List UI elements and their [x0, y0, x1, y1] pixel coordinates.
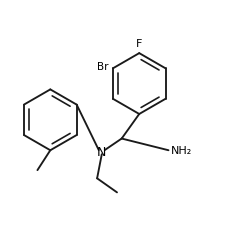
Text: F: F	[136, 39, 143, 49]
Text: Br: Br	[97, 62, 108, 72]
Text: N: N	[97, 145, 106, 158]
Text: NH₂: NH₂	[171, 146, 192, 156]
